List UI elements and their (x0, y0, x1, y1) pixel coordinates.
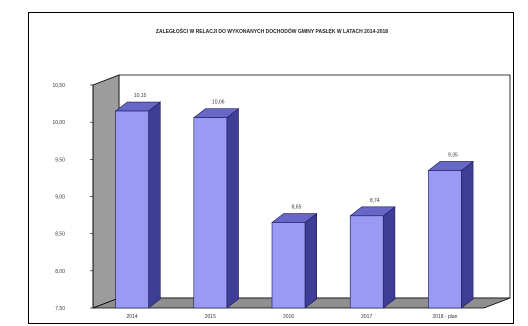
data-label: 10,15 (134, 93, 147, 99)
bar (192, 108, 240, 309)
bar (271, 212, 318, 309)
bar-side (148, 101, 161, 309)
bar-side (382, 206, 396, 309)
bar-side (226, 108, 239, 309)
chart-title: ZALEGŁOŚCI W RELACJI DO WYKONANYCH DOCHO… (156, 27, 388, 35)
bar-front (271, 222, 306, 309)
x-axis: 2014 2015 2016 2017 2018 - plan (127, 314, 458, 320)
data-label: 10,06 (212, 100, 225, 106)
y-tick-label: 8,50 (55, 232, 65, 238)
side-wall (92, 74, 120, 309)
y-tick-label: 7,50 (55, 306, 65, 312)
y-tick-label: 10,00 (52, 120, 65, 126)
x-tick-label: 2018 - plan (432, 314, 457, 320)
bar (427, 160, 474, 309)
x-tick-label: 2016 (283, 314, 294, 320)
y-tick-label: 9,50 (55, 157, 65, 163)
bar-front (428, 170, 462, 309)
y-tick-label: 10,50 (52, 83, 65, 89)
y-tick-label: 8,00 (55, 269, 65, 275)
x-tick-label: 2015 (205, 314, 216, 320)
bar (349, 206, 396, 309)
bar-side (304, 212, 318, 309)
bar (114, 101, 162, 309)
x-tick-label: 2017 (361, 314, 372, 320)
x-tick-label: 2014 (127, 314, 138, 320)
bar-front (193, 117, 228, 309)
bars: 10,15 10,06 8,65 8,74 9,35 (114, 93, 474, 309)
data-label: 8,74 (370, 198, 380, 204)
data-label: 9,35 (448, 152, 458, 158)
y-axis: 7,50 8,00 8,50 9,00 9,50 10,00 10,50 (52, 83, 94, 312)
y-tick-label: 9,00 (55, 195, 65, 201)
chart-frame: ZALEGŁOŚCI W RELACJI DO WYKONANYCH DOCHO… (28, 12, 514, 324)
bar-chart: ZALEGŁOŚCI W RELACJI DO WYKONANYCH DOCHO… (52, 27, 511, 320)
bar-front (115, 110, 149, 309)
data-label: 8,65 (292, 205, 302, 211)
bar-front (349, 215, 384, 309)
bar-side (461, 160, 474, 309)
